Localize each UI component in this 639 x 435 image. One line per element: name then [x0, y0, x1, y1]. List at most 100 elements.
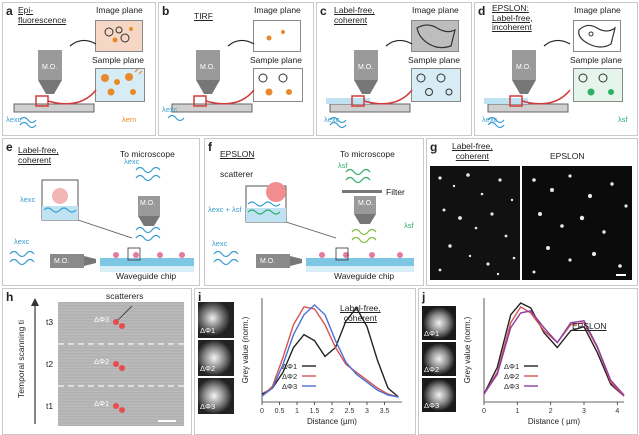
panel-b-microscope	[168, 39, 255, 122]
panel-c-microscope	[326, 39, 413, 129]
panel-a-image-particles	[104, 26, 133, 43]
panel-h-scatterers: scatterers	[106, 291, 144, 301]
panel-c-image-plane: Image plane	[412, 5, 459, 15]
y-axis-label: Grey value (norm.)	[241, 316, 250, 383]
panel-h-stack	[58, 302, 184, 426]
panel-c-mo-label: M.O.	[358, 64, 374, 71]
panel-a-title-line1: Epi-	[18, 5, 34, 15]
panel-a-lambda-exc: λexc	[6, 115, 22, 124]
x-tick-label: 2.5	[345, 408, 355, 415]
legend-label-2: ΔΦ2	[504, 372, 519, 381]
panel-j-thumb-2-label: ΔΦ2	[424, 365, 440, 374]
x-tick-label: 1	[295, 408, 299, 415]
panel-h-phi2: ΔΦ2	[94, 357, 110, 366]
panel-d-title-line1: EPSLON:	[492, 3, 529, 13]
panel-e-title: Label-free, coherent	[18, 145, 59, 165]
panel-g-image-left	[430, 166, 520, 280]
panel-a-lambda-em: λem	[122, 115, 137, 124]
panel-g-left-title: Label-free, coherent	[452, 141, 493, 161]
panel-e-mo-top-label: M.O.	[140, 200, 156, 207]
panel-i-thumb-1	[198, 302, 234, 338]
panel-c-image-particles	[416, 24, 456, 49]
legend-label-1: ΔΦ1	[282, 362, 297, 371]
panel-f-mo-top-label: M.O.	[358, 200, 374, 207]
panel-d-image-plane: Image plane	[574, 5, 621, 15]
panel-d-microscope	[484, 39, 571, 129]
panel-letter-g: g	[430, 140, 438, 154]
panel-g-left-title-line1: Label-free,	[452, 141, 493, 151]
panel-h-axis-label: Temporal scanning ti	[16, 320, 26, 398]
panel-i-thumb-3	[198, 378, 234, 414]
panel-i-title: Label-free, coherent	[340, 303, 381, 323]
panel-i-thumb-2-label: ΔΦ2	[200, 364, 216, 373]
panel-letter-i: i	[198, 290, 202, 304]
panel-j-thumb-2	[422, 342, 456, 376]
panel-f-mo-side-label: M.O.	[260, 258, 276, 265]
x-tick-label: 1.5	[310, 408, 320, 415]
panel-g-image-right	[522, 166, 632, 280]
panel-f-lambda-sf-lower: λsf	[404, 221, 414, 230]
panel-h-t1: t1	[46, 401, 54, 411]
panel-letter-c: c	[320, 4, 327, 18]
x-tick-label: 3	[365, 408, 369, 415]
panel-letter-h: h	[6, 290, 14, 304]
panel-e-chip-label: Waveguide chip	[116, 271, 177, 281]
panel-i-thumb-2	[198, 340, 234, 376]
series-line-1	[261, 306, 399, 398]
panel-b	[158, 2, 314, 136]
series-line-3	[483, 310, 625, 396]
panel-h-overlay	[58, 305, 184, 422]
panel-letter-d: d	[478, 4, 486, 18]
panel-f-title: EPSLON	[220, 149, 255, 159]
panel-letter-a: a	[6, 4, 13, 18]
panel-d-sample-particles	[578, 73, 614, 96]
panel-letter-e: e	[6, 140, 13, 154]
panel-d-title: EPSLON: Label-free, incoherent	[492, 3, 533, 33]
panel-h-t2: t2	[46, 359, 54, 369]
panel-letter-f: f	[208, 140, 212, 154]
panel-f-filter: Filter	[386, 187, 405, 197]
panel-j-thumb-3-label: ΔΦ3	[424, 401, 440, 410]
x-tick-label: 0	[260, 408, 264, 415]
y-axis-label: Grey value (norm.)	[463, 316, 472, 383]
panel-c-sample-box	[411, 68, 461, 102]
panel-b-title: TIRF	[194, 11, 213, 21]
panel-f-to-microscope: To microscope	[340, 149, 395, 159]
x-tick-label: 0	[482, 408, 486, 415]
panel-d-lambda-sf: λsf	[618, 115, 628, 124]
panel-e-lambda-exc-side: λexc	[14, 237, 30, 246]
panel-letter-b: b	[162, 4, 170, 18]
panel-g-speckles	[438, 173, 628, 276]
panel-h-axis-arrow	[31, 298, 39, 424]
panel-d-title-line2: Label-free,	[492, 12, 533, 23]
panel-a-sample-box	[95, 68, 145, 102]
panel-i-thumb-3-label: ΔΦ3	[200, 402, 216, 411]
panel-f-lambda-exc: λexc	[212, 239, 228, 248]
panel-h-phi1: ΔΦ1	[94, 399, 110, 408]
panel-i-title-line1: Label-free,	[340, 303, 381, 313]
panel-i-thumb-1-label: ΔΦ1	[200, 326, 216, 335]
x-tick-label: 2	[549, 408, 553, 415]
legend-label-2: ΔΦ2	[282, 372, 297, 381]
x-axis-label: Distance (µm)	[307, 417, 357, 426]
panel-a	[2, 2, 156, 136]
panel-f-lambda-mix: λexc + λsf	[208, 205, 242, 214]
series-line-2	[261, 306, 399, 398]
panel-a-title-line2: fluorescence	[18, 14, 67, 25]
panel-e-mo-side-label: M.O.	[54, 258, 70, 265]
panel-j-chart: 0 1 2 3 4 Distance ( µm) Grey value (norm.) ΔΦ1…	[463, 298, 625, 426]
panel-b-lambda-exc: λexc	[162, 105, 178, 114]
panel-j-thumb-3	[422, 378, 456, 412]
panel-g	[426, 138, 638, 286]
panel-d-mo-label: M.O.	[516, 64, 532, 71]
panel-c	[316, 2, 472, 136]
panel-b-image-particles	[266, 30, 285, 41]
panel-j-thumb-1-label: ΔΦ1	[424, 329, 440, 338]
x-tick-label: 2	[330, 408, 334, 415]
panel-d-image-particles	[578, 24, 616, 48]
panel-d-sample-box	[573, 68, 623, 102]
panel-a-sample-plane: Sample plane	[92, 55, 144, 65]
panel-e	[2, 138, 200, 286]
panel-b-image-box	[253, 20, 301, 52]
legend-label-3: ΔΦ3	[504, 382, 519, 391]
